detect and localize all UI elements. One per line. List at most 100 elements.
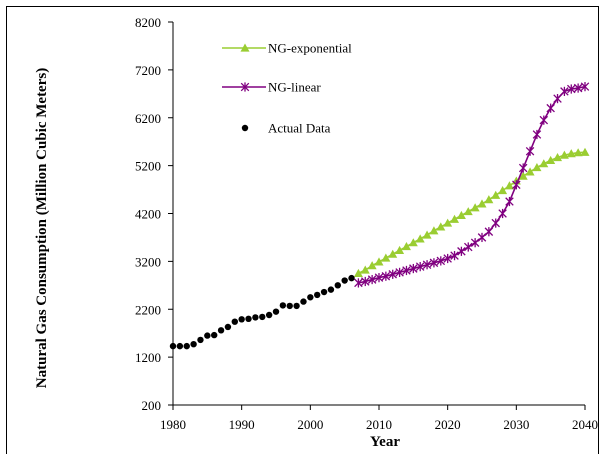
series-actual-data <box>169 274 355 350</box>
data-point-ng-linear <box>402 265 411 276</box>
data-point-actual-data <box>211 331 218 339</box>
data-point-ng-exponential <box>539 159 549 168</box>
data-point-ng-exponential <box>443 218 453 227</box>
data-point-ng-linear <box>580 82 590 92</box>
data-point-actual-data <box>252 314 259 321</box>
series-line-ng-linear <box>358 85 586 284</box>
y-tick-label: 200 <box>142 398 162 413</box>
data-point-ng-linear <box>470 238 480 248</box>
data-point-actual-data <box>259 313 266 321</box>
data-point-ng-exponential <box>470 203 480 212</box>
data-point-ng-exponential <box>381 253 391 262</box>
data-point-actual-data <box>334 282 341 289</box>
x-axis-label: Year <box>370 434 400 450</box>
data-point-actual-data <box>224 323 232 331</box>
data-point-ng-exponential <box>559 150 569 159</box>
data-point-ng-exponential <box>408 238 418 247</box>
data-point-ng-linear <box>518 163 528 173</box>
data-point-ng-exponential <box>566 149 576 158</box>
data-point-actual-data <box>293 302 300 310</box>
data-point-actual-data <box>327 286 335 293</box>
data-point-ng-linear <box>539 115 549 125</box>
data-point-ng-linear <box>395 267 404 277</box>
data-point-ng-linear <box>450 251 459 261</box>
data-point-ng-exponential <box>456 210 466 220</box>
data-point-ng-linear <box>436 256 446 266</box>
data-point-ng-exponential <box>388 249 398 258</box>
data-point-ng-linear <box>573 83 583 93</box>
y-tick-label: 7200 <box>135 63 161 78</box>
y-tick-label: 6200 <box>135 111 161 126</box>
data-point-ng-linear <box>388 269 397 279</box>
data-point-ng-linear <box>367 274 377 285</box>
data-point-actual-data <box>300 298 307 305</box>
data-point-ng-exponential <box>436 222 446 231</box>
data-point-ng-exponential <box>374 257 384 266</box>
data-point-actual-data <box>231 318 238 325</box>
legend-item-ng-exponential: NG-exponential <box>222 41 352 56</box>
data-point-ng-linear <box>546 103 555 113</box>
axes: 200 1200 2200 3200 4200 5200 6200 7200 8200 1980 1… <box>135 15 598 432</box>
data-point-ng-exponential <box>477 199 487 208</box>
legend-item-actual-data: Actual Data <box>241 121 331 136</box>
data-point-ng-exponential <box>395 245 405 254</box>
data-point-ng-exponential <box>422 230 432 239</box>
data-point-actual-data <box>238 316 245 323</box>
data-point-actual-data <box>307 294 314 301</box>
data-point-actual-data <box>169 342 177 350</box>
data-point-ng-exponential <box>353 268 363 277</box>
data-point-ng-linear <box>381 271 391 281</box>
data-point-ng-linear <box>505 196 514 207</box>
data-point-actual-data <box>176 342 184 350</box>
data-point-ng-linear <box>498 208 507 219</box>
data-point-ng-exponential <box>463 207 473 216</box>
data-point-ng-exponential <box>484 195 494 204</box>
data-point-ng-exponential <box>546 155 556 164</box>
data-point-actual-data <box>272 308 280 315</box>
legend-label: NG-exponential <box>268 41 352 56</box>
data-point-ng-exponential <box>553 152 563 162</box>
data-point-ng-exponential <box>525 167 535 176</box>
legend: NG-exponential NG-linear Actual Data <box>222 41 352 136</box>
legend-label: Actual Data <box>268 121 331 136</box>
data-point-actual-data <box>245 315 252 323</box>
data-point-ng-linear <box>374 273 384 283</box>
data-point-ng-linear <box>422 260 432 270</box>
legend-item-ng-linear: NG-linear <box>222 80 321 95</box>
data-point-ng-linear <box>484 227 494 237</box>
data-point-actual-data <box>265 311 273 319</box>
data-point-actual-data <box>279 302 287 309</box>
y-tick-label: 8200 <box>135 15 161 30</box>
data-point-actual-data <box>183 342 190 350</box>
x-tick-label: 2030 <box>503 417 529 432</box>
data-point-ng-exponential <box>504 181 514 190</box>
data-point-ng-linear <box>361 276 370 287</box>
data-point-actual-data <box>190 340 197 348</box>
data-point-ng-exponential <box>450 214 460 223</box>
x-tick-label: 2010 <box>366 417 392 432</box>
data-point-ng-exponential <box>491 190 501 199</box>
data-point-ng-linear <box>354 278 363 288</box>
data-point-ng-linear <box>532 129 542 140</box>
data-point-ng-linear <box>429 258 439 268</box>
data-point-ng-linear <box>491 218 500 228</box>
data-point-ng-exponential <box>580 147 590 156</box>
data-point-ng-linear <box>525 146 535 156</box>
y-tick-label: 2200 <box>135 302 161 317</box>
data-point-ng-linear <box>512 180 521 190</box>
x-tick-label: 2000 <box>297 417 323 432</box>
data-point-ng-linear <box>457 246 466 256</box>
data-point-ng-linear <box>553 94 562 104</box>
data-point-actual-data <box>341 277 348 284</box>
data-point-ng-exponential <box>518 171 528 180</box>
data-point-ng-exponential <box>573 148 583 157</box>
data-point-actual-data <box>314 291 321 299</box>
data-point-actual-data <box>320 288 328 296</box>
data-point-ng-exponential <box>498 186 508 195</box>
data-point-ng-linear <box>443 253 452 264</box>
data-point-actual-data <box>348 274 355 282</box>
data-point-actual-data <box>204 332 211 339</box>
x-tick-label: 2040 <box>572 417 598 432</box>
data-point-ng-exponential <box>360 265 370 274</box>
